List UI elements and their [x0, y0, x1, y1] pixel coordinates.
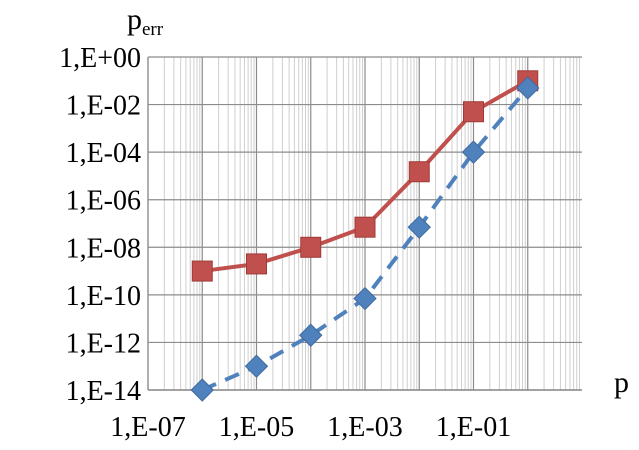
diamond-marker	[299, 323, 323, 347]
x-axis-label: p	[614, 366, 629, 399]
y-tick-labels: 1,E+00 1,E-02 1,E-04 1,E-06 1,E-08 1,E-10 1,E-…	[59, 43, 141, 407]
y-tick-label: 1,E-08	[66, 233, 141, 264]
square-marker	[408, 161, 430, 183]
diamond-marker	[516, 76, 540, 100]
y-tick-label: 1,E+00	[59, 43, 141, 74]
square-marker	[300, 236, 322, 258]
diamond-marker	[461, 140, 486, 164]
axes	[147, 57, 582, 391]
y-axis-label-main: p	[127, 3, 142, 36]
y-tick-label: 1,E-02	[66, 91, 141, 122]
square-marker	[191, 260, 213, 282]
y-tick-label: 1,E-04	[66, 138, 141, 169]
square-marker	[354, 216, 376, 238]
y-axis-label: perr	[127, 3, 164, 40]
x-tick-label: 1,E-03	[327, 412, 402, 443]
x-tick-label: 1,E-01	[436, 412, 511, 443]
y-tick-label: 1,E-14	[66, 376, 141, 407]
x-tick-labels: 1,E-07 1,E-05 1,E-03 1,E-01	[110, 412, 511, 443]
y-tick-label: 1,E-06	[66, 186, 141, 217]
x-tick-label: 1,E-05	[219, 412, 294, 443]
diamond-marker	[244, 354, 269, 378]
diamond-marker	[353, 286, 377, 311]
square-marker	[463, 101, 484, 123]
y-tick-label: 1,E-12	[66, 328, 141, 359]
series-layer	[190, 70, 540, 402]
gridlines	[148, 56, 582, 391]
diamond-marker	[190, 378, 214, 402]
series-diamond	[190, 76, 540, 402]
diamond-marker	[407, 215, 431, 239]
square-marker	[246, 253, 267, 275]
y-tick-label: 1,E-10	[66, 281, 141, 312]
y-axis-label-sub: err	[142, 19, 164, 40]
x-tick-label: 1,E-07	[110, 412, 185, 443]
